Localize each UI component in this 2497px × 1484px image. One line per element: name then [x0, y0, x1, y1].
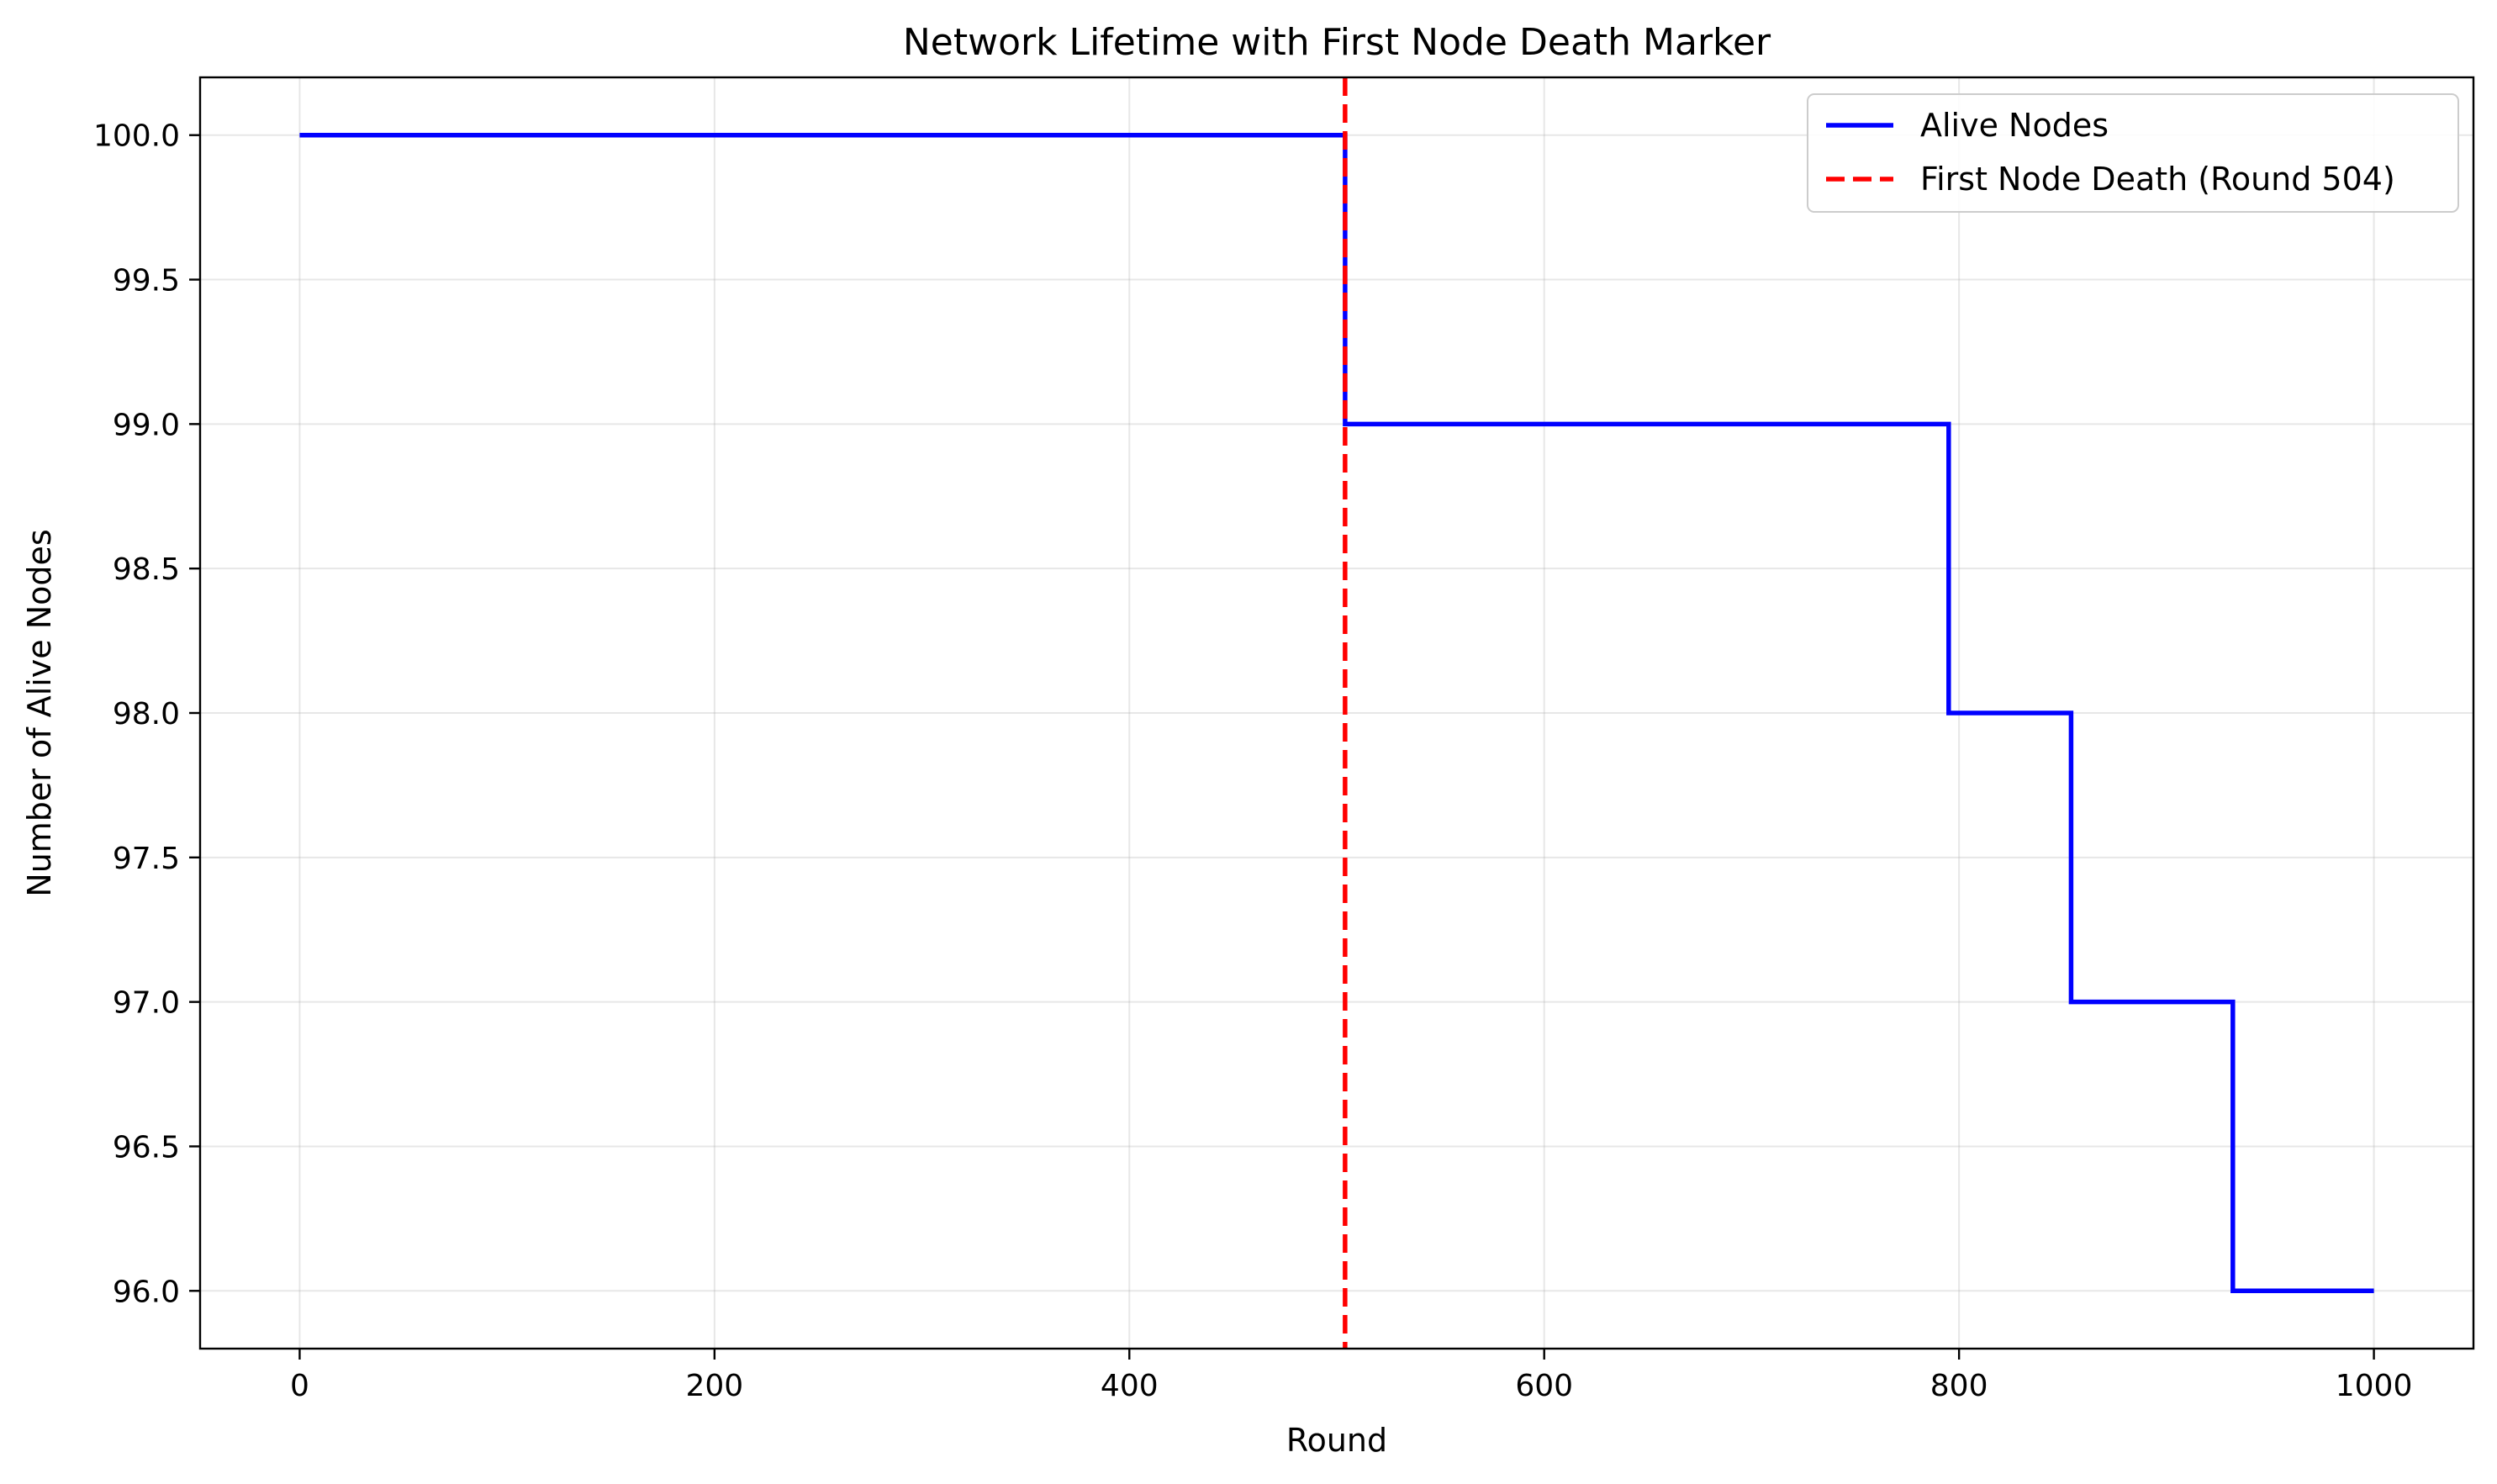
marks-layer	[299, 77, 2374, 1349]
plot-area	[200, 77, 2473, 1349]
y-tick-label: 99.0	[113, 408, 180, 442]
x-tick-label: 800	[1930, 1369, 1988, 1403]
x-tick-label: 400	[1101, 1369, 1159, 1403]
y-tick-label: 96.5	[113, 1130, 180, 1164]
x-tick-label: 600	[1515, 1369, 1573, 1403]
y-tick-label: 97.5	[113, 842, 180, 876]
y-tick-label: 96.0	[113, 1275, 180, 1309]
legend-box	[1807, 93, 2459, 213]
chart-title: Network Lifetime with First Node Death M…	[903, 21, 1771, 64]
legend-label-alive-nodes: Alive Nodes	[1920, 107, 2109, 144]
x-tick-label: 200	[685, 1369, 743, 1403]
ticks-layer: 0 200 400 600 800 1000 96.0 96.5 97.0 97.5 98.0 98.…	[93, 119, 2412, 1403]
x-tick-label: 1000	[2336, 1369, 2413, 1403]
y-tick-label: 100.0	[93, 119, 180, 154]
x-axis-label: Round	[1286, 1422, 1387, 1459]
y-tick-label: 97.0	[113, 986, 180, 1021]
y-tick-label: 98.5	[113, 552, 180, 587]
x-tick-label: 0	[290, 1369, 309, 1403]
y-tick-label: 98.0	[113, 697, 180, 731]
y-axis-label: Number of Alive Nodes	[21, 529, 58, 896]
grid-layer	[200, 77, 2473, 1349]
legend: Alive Nodes First Node Death (Round 504)	[1807, 93, 2459, 213]
legend-label-first-node-death: First Node Death (Round 504)	[1920, 161, 2395, 198]
y-tick-label: 99.5	[113, 264, 180, 298]
